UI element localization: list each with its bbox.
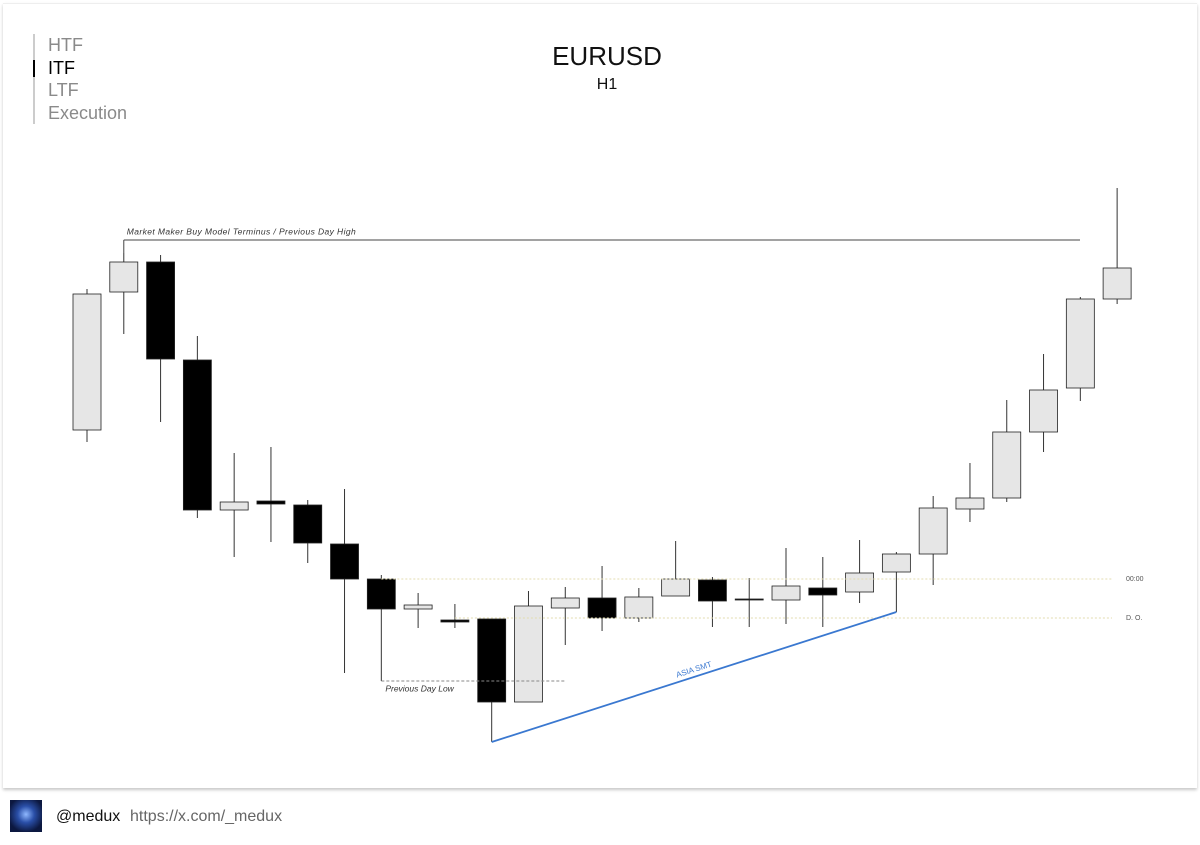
candle-body	[661, 578, 691, 597]
candle-body	[992, 431, 1022, 499]
nav: HTF ITF LTF Execution	[32, 34, 128, 124]
candle-body	[881, 553, 911, 573]
chart-subtitle: H1	[597, 76, 618, 93]
nav-item[interactable]: Execution	[48, 102, 128, 123]
url[interactable]: https://x.com/_medux	[130, 808, 283, 825]
candle-body	[734, 598, 764, 601]
level-label: Previous Day Low	[385, 683, 454, 693]
candle-body	[1029, 389, 1058, 433]
nav-item[interactable]: HTF	[48, 35, 83, 55]
candle-body	[955, 497, 985, 510]
candle-body	[146, 261, 175, 360]
candle-body	[219, 501, 249, 511]
candle-body	[550, 597, 580, 609]
footer: @medux https://x.com/_medux	[0, 790, 1200, 845]
candle-body	[403, 604, 433, 610]
candle-body	[1102, 267, 1132, 300]
candle-body	[808, 587, 838, 596]
candle-body	[771, 585, 801, 601]
candle-body	[477, 618, 507, 703]
level-label: Market Maker Buy Model Terminus / Previo…	[127, 226, 356, 236]
nav-item[interactable]: LTF	[48, 80, 79, 100]
candle-body	[330, 543, 359, 580]
candle-body	[440, 619, 470, 623]
chart: EURUSD H1 Market Maker Buy Model Terminu…	[72, 41, 1144, 743]
candle-body	[72, 293, 102, 431]
candle-body	[587, 597, 617, 619]
candle-body	[1065, 298, 1095, 389]
level-label: 00:00	[1126, 576, 1144, 583]
candle-body	[624, 596, 654, 619]
candle-body	[293, 504, 323, 544]
chart-title: EURUSD	[552, 41, 662, 71]
avatar	[10, 800, 42, 832]
candle-body	[366, 578, 396, 610]
handle: @medux	[56, 808, 121, 825]
level-label: D. O.	[1126, 615, 1142, 622]
candle-body	[109, 261, 139, 293]
candle-body	[845, 572, 874, 593]
candle-body	[698, 579, 727, 602]
nav-item[interactable]: ITF	[32, 57, 127, 80]
candle-body	[918, 507, 948, 555]
candle-body	[256, 500, 286, 505]
candle-body	[182, 359, 212, 511]
candle-body	[514, 605, 543, 703]
smt-line	[491, 611, 897, 743]
